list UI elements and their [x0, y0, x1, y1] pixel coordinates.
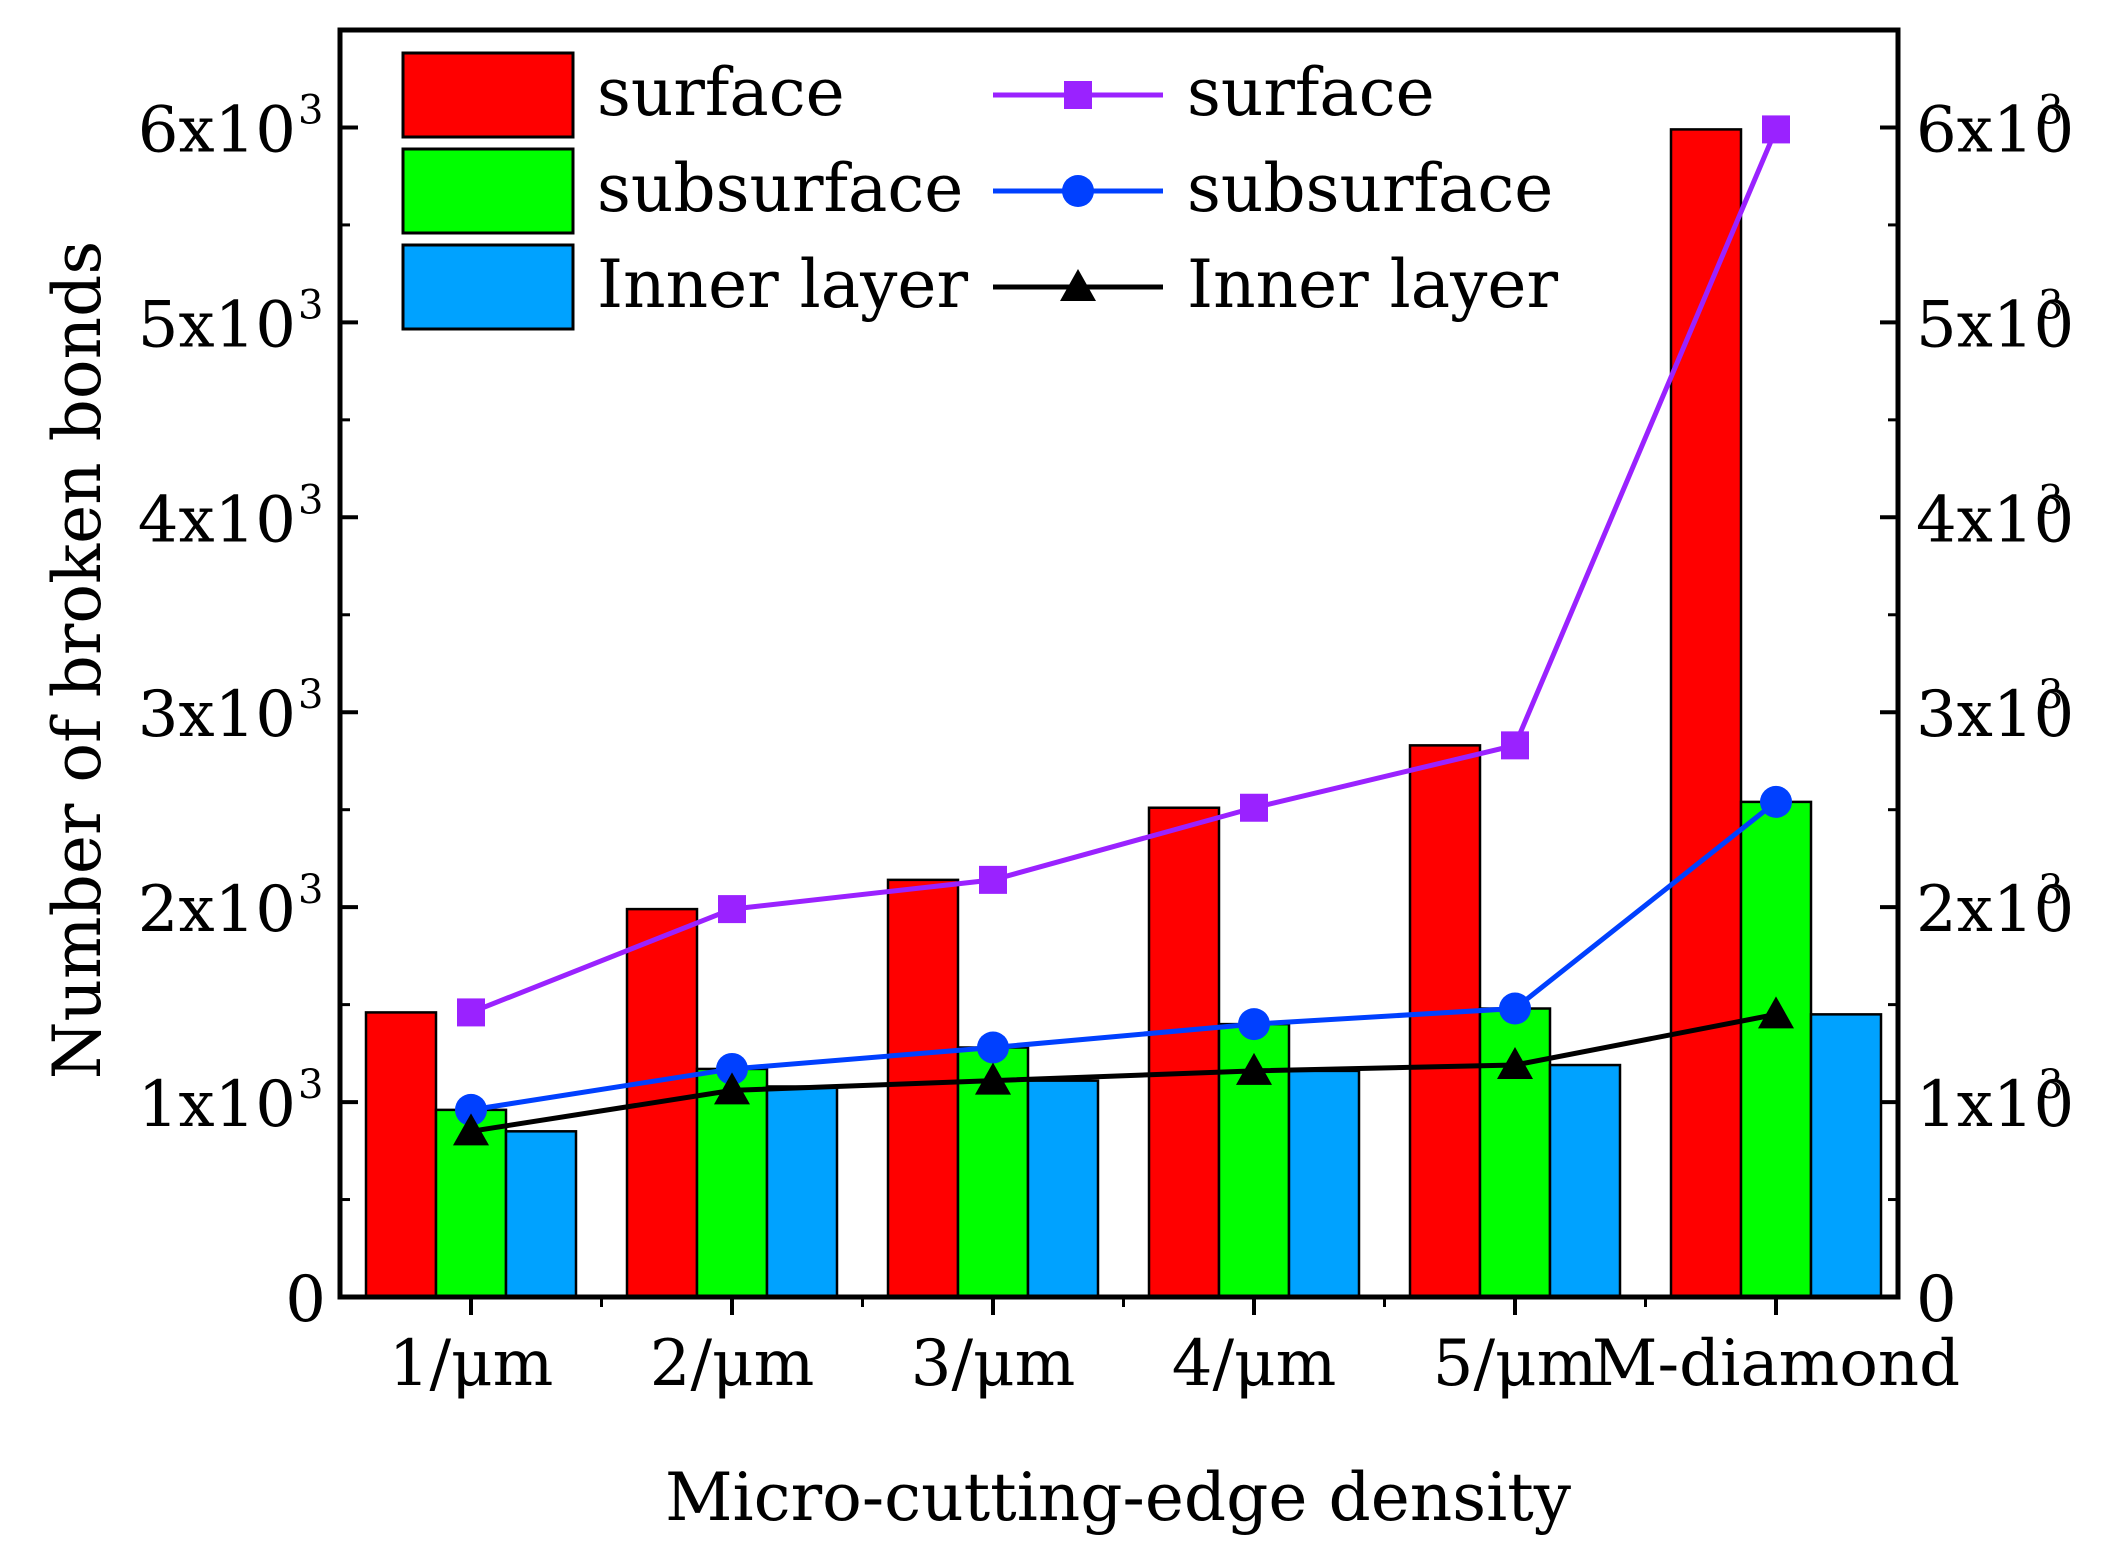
- legend-swatch-subsurface: [401, 147, 575, 235]
- bar-surface-6: [1669, 128, 1743, 1299]
- plot-frame: [337, 27, 1901, 1300]
- bar-surface-3: [886, 878, 960, 1299]
- x-tick-label-4: 4/μm: [1172, 1327, 1337, 1401]
- marker-surface-5: [1501, 731, 1529, 760]
- y-tick-exp-left-6: 3: [298, 87, 323, 133]
- marker-subsurface-2: [716, 1052, 748, 1085]
- y-tick-label-left-5: 5x10: [138, 288, 296, 362]
- legend-line-label-3: Inner layer: [1187, 246, 1558, 323]
- x-tick-label-2: 2/μm: [650, 1327, 815, 1401]
- y-tick-label-right-1: 1x10: [1916, 1068, 2074, 1142]
- bar-inner-layer-5: [1548, 1063, 1622, 1299]
- bar-inner-layer-6: [1809, 1013, 1883, 1299]
- lines-layer: [453, 115, 1794, 1146]
- legend-swatch-surface: [401, 51, 575, 139]
- y-tick-exp-left-2: 3: [298, 867, 323, 913]
- legend: surface subsurface Inner layer surface subsu…: [401, 51, 1558, 331]
- marker-subsurface-4: [1238, 1008, 1270, 1041]
- y-tick-label-left-6: 6x10: [138, 93, 296, 167]
- y-tick-label-left-1: 1x10: [138, 1068, 296, 1142]
- y-tick-label-right-3: 3x10: [1916, 678, 2074, 752]
- marker-inner-layer-3: [975, 1062, 1011, 1095]
- line-subsurface: [470, 799, 1778, 1113]
- marker-inner-layer-5: [1497, 1047, 1533, 1080]
- bar-surface-5: [1408, 744, 1482, 1299]
- bar-surface-1: [364, 1011, 438, 1299]
- y-tick-exp-right-4: 3: [2038, 477, 2063, 523]
- bar-inner-layer-3: [1026, 1079, 1100, 1299]
- bar-subsurface-6: [1739, 800, 1813, 1299]
- legend-bar-label-2: subsurface: [597, 150, 963, 227]
- y-tick-exp-left-5: 3: [298, 282, 323, 328]
- marker-subsurface-3: [977, 1031, 1009, 1064]
- y-tick-label-left-2: 2x10: [138, 873, 296, 947]
- y-tick-exp-right-5: 3: [2038, 282, 2063, 328]
- y-axis-title: Number of broken bonds: [39, 241, 116, 1080]
- y-tick-label-right-0: 0: [1916, 1263, 1957, 1337]
- bar-inner-layer-4: [1287, 1069, 1361, 1299]
- x-axis-title: Micro-cutting-edge density: [665, 1459, 1572, 1536]
- marker-subsurface-5: [1499, 992, 1531, 1025]
- legend-marker-inner-layer: [1060, 269, 1096, 301]
- bar-surface-4: [1147, 806, 1221, 1299]
- line-surface: [470, 128, 1779, 1015]
- x-tick-label-1: 1/μm: [389, 1327, 554, 1401]
- y-tick-exp-right-2: 3: [2038, 867, 2063, 913]
- x-tick-label-5: 5/μm: [1433, 1327, 1598, 1401]
- legend-line-label-1: surface: [1187, 54, 1435, 131]
- y-tick-exp-right-6: 3: [2038, 87, 2063, 133]
- legend-marker-subsurface: [1062, 175, 1094, 207]
- y-tick-exp-left-3: 3: [298, 672, 323, 718]
- y-tick-label-left-4: 4x10: [138, 483, 296, 557]
- marker-surface-6: [1762, 115, 1790, 144]
- x-tick-label-3: 3/μm: [911, 1327, 1076, 1401]
- line-inner-layer: [470, 1011, 1777, 1134]
- marker-surface-4: [1240, 793, 1268, 822]
- marker-surface-2: [718, 895, 746, 924]
- y-tick-label-right-5: 5x10: [1916, 288, 2074, 362]
- marker-subsurface-6: [1760, 785, 1792, 818]
- legend-swatch-inner-layer: [401, 243, 575, 331]
- y-tick-exp-left-4: 3: [298, 477, 323, 523]
- marker-inner-layer-2: [714, 1072, 750, 1105]
- marker-inner-layer-6: [1758, 996, 1794, 1029]
- y-tick-exp-right-3: 3: [2038, 672, 2063, 718]
- bars-layer: [364, 128, 1883, 1299]
- marker-inner-layer-1: [453, 1113, 489, 1146]
- marker-subsurface-1: [455, 1093, 487, 1126]
- y-tick-label-right-4: 4x10: [1916, 483, 2074, 557]
- legend-line-label-2: subsurface: [1187, 150, 1553, 227]
- marker-surface-1: [457, 998, 485, 1027]
- x-tick-label-6: M-diamond: [1592, 1327, 1960, 1401]
- marker-surface-3: [979, 865, 1007, 894]
- y-tick-label-right-6: 6x10: [1916, 93, 2074, 167]
- y-tick-label-left-3: 3x10: [138, 678, 296, 752]
- y-tick-label-right-2: 2x10: [1916, 873, 2074, 947]
- bar-inner-layer-1: [504, 1130, 578, 1299]
- marker-inner-layer-4: [1236, 1052, 1272, 1085]
- legend-bar-label-1: surface: [597, 54, 845, 131]
- bar-inner-layer-2: [765, 1085, 839, 1299]
- y-tick-label-left-0: 0: [285, 1263, 326, 1337]
- y-tick-exp-left-1: 3: [298, 1062, 323, 1108]
- y-tick-exp-right-1: 3: [2038, 1062, 2063, 1108]
- legend-marker-surface: [1064, 81, 1092, 109]
- legend-bar-label-3: Inner layer: [597, 246, 968, 323]
